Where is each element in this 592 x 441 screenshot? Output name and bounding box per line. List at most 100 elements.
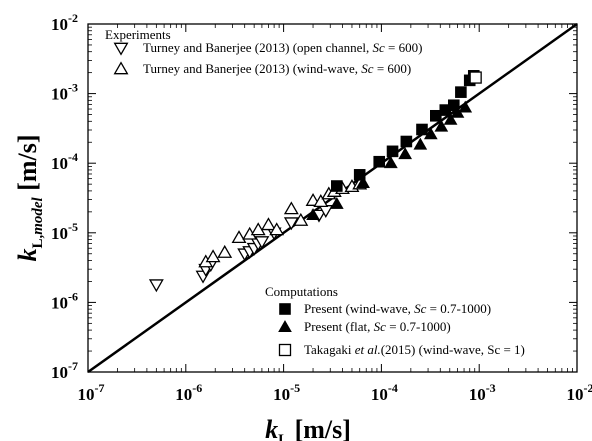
y-tick-label-base: 10 <box>51 293 68 312</box>
x-tick-label: 10-6 <box>175 381 202 404</box>
x-tick-label: 10-7 <box>78 381 105 404</box>
legend-marker-open <box>113 42 129 56</box>
legend-marker-present_ww <box>279 303 291 315</box>
legend-marker-wind <box>113 61 129 75</box>
legend-label-italic: Sc <box>361 61 374 76</box>
y-tick-label-exponent: -4 <box>68 150 78 164</box>
data-point-present_ww <box>353 169 366 181</box>
legend-label-text: Takagaki <box>304 342 355 357</box>
data-point-present_flat <box>423 127 438 140</box>
x-tick-label-exponent: -3 <box>486 381 496 395</box>
data-point-present_ww <box>331 180 343 192</box>
legend-bottom-right: Computations Present (wind-wave, Sc = 0.7… <box>265 284 525 357</box>
y-tick-label-base: 10 <box>51 363 68 382</box>
data-point-wind <box>217 244 233 258</box>
y-tick-label-exponent: -6 <box>68 289 78 303</box>
data-point-wind <box>231 230 247 244</box>
ticks-layer <box>87 23 578 373</box>
y-tick-label: 10-5 <box>51 220 78 243</box>
legend-label-italic: Sc <box>414 301 427 316</box>
legend-label-text: (2015) (wind-wave, Sc = 1) <box>381 342 525 357</box>
y-tick-label: 10-7 <box>51 359 78 382</box>
y-axis-symbol: k <box>13 249 42 262</box>
x-tick-label-exponent: -7 <box>95 381 105 395</box>
data-point-wind <box>269 222 285 236</box>
legend-label-open: Turney and Banerjee (2013) (open channel… <box>143 40 422 55</box>
data-point-wind <box>313 194 329 208</box>
legend-label-italic: et al. <box>355 342 381 357</box>
data-point-present_flat <box>384 156 398 169</box>
x-tick-label-exponent: -2 <box>584 381 592 395</box>
data-point-present_ww <box>373 155 386 168</box>
data-point-open <box>283 217 299 231</box>
legend-label-takagaki: Takagaki et al.(2015) (wind-wave, Sc = 1… <box>304 342 525 357</box>
data-point-wind <box>250 222 266 236</box>
legend-title: Computations <box>265 284 338 299</box>
data-point-present_flat <box>413 137 428 150</box>
data-point-takagaki <box>469 71 482 84</box>
x-axis-label: kL [m/s] <box>265 415 351 441</box>
x-tick-label-exponent: -4 <box>388 381 398 395</box>
x-tick-label-exponent: -6 <box>192 381 202 395</box>
y-tick-label-exponent: -3 <box>68 81 78 95</box>
data-point-open <box>148 279 164 293</box>
x-tick-label-base: 10 <box>78 385 95 404</box>
y-axis-subscript-model: model <box>30 196 46 234</box>
y-tick-label-base: 10 <box>51 224 68 243</box>
legend-label-present_flat: Present (flat, Sc = 0.7-1000) <box>304 319 451 334</box>
y-tick-label: 10-2 <box>51 11 78 34</box>
y-tick-label-base: 10 <box>51 85 68 104</box>
x-axis-subscript: L <box>278 432 288 441</box>
legend-label-text: Turney and Banerjee (2013) (wind-wave, <box>143 61 361 76</box>
data-point-present_ww <box>448 99 460 112</box>
data-point-present_flat <box>443 112 458 125</box>
series-present_flat <box>306 100 473 221</box>
x-axis-unit: [m/s] <box>288 415 351 441</box>
legend-label-text: = 0.7-1000) <box>426 301 491 316</box>
plot-frame <box>87 23 578 373</box>
y-axis-subscript: L, <box>30 235 46 249</box>
y-tick-label: 10-3 <box>51 81 78 104</box>
data-point-wind <box>205 249 221 263</box>
y-tick-label: 10-6 <box>51 289 78 312</box>
legend-label-italic: Sc <box>374 319 387 334</box>
data-point-present_ww <box>455 86 467 98</box>
legend-label-text: Present (flat, <box>304 319 374 334</box>
legend-label-text: = 600) <box>374 61 412 76</box>
data-point-present_flat <box>306 208 320 221</box>
x-tick-label: 10-2 <box>567 381 592 404</box>
y-tick-label: 10-4 <box>51 150 78 173</box>
legend-label-text: Turney and Banerjee (2013) (open channel… <box>143 40 372 55</box>
data-point-present_flat <box>458 100 473 113</box>
x-tick-label-base: 10 <box>175 385 192 404</box>
y-tick-label-exponent: -5 <box>68 220 78 234</box>
tick-labels-layer: 10-710-710-610-610-510-510-410-410-310-3… <box>51 11 592 404</box>
y-tick-label-base: 10 <box>51 154 68 173</box>
legend-marker-takagaki <box>278 343 292 357</box>
y-tick-label-base: 10 <box>51 15 68 34</box>
legend-title: Experiments <box>105 27 171 42</box>
series-present_ww <box>331 70 480 192</box>
points-layer <box>148 70 482 293</box>
x-tick-label-base: 10 <box>469 385 486 404</box>
data-point-wind <box>293 212 309 226</box>
data-point-present_ww <box>386 145 399 158</box>
x-tick-label-base: 10 <box>371 385 388 404</box>
legend-label-text: = 0.7-1000) <box>386 319 451 334</box>
data-point-present_flat <box>356 176 370 188</box>
legend-marker-present_flat <box>278 320 292 332</box>
series-takagaki <box>469 71 482 84</box>
x-tick-label-exponent: -5 <box>290 381 300 395</box>
legend-label-text: = 600) <box>385 40 423 55</box>
x-tick-label-base: 10 <box>567 385 584 404</box>
legend-label-present_ww: Present (wind-wave, Sc = 0.7-1000) <box>304 301 491 316</box>
y-axis-unit: [m/s] <box>13 134 42 197</box>
x-axis-symbol: k <box>265 415 278 441</box>
y-axis-label: kL,model [m/s] <box>13 134 46 261</box>
data-point-present_flat <box>329 196 344 209</box>
data-point-present_ww <box>400 135 413 148</box>
x-tick-label: 10-4 <box>371 381 398 404</box>
